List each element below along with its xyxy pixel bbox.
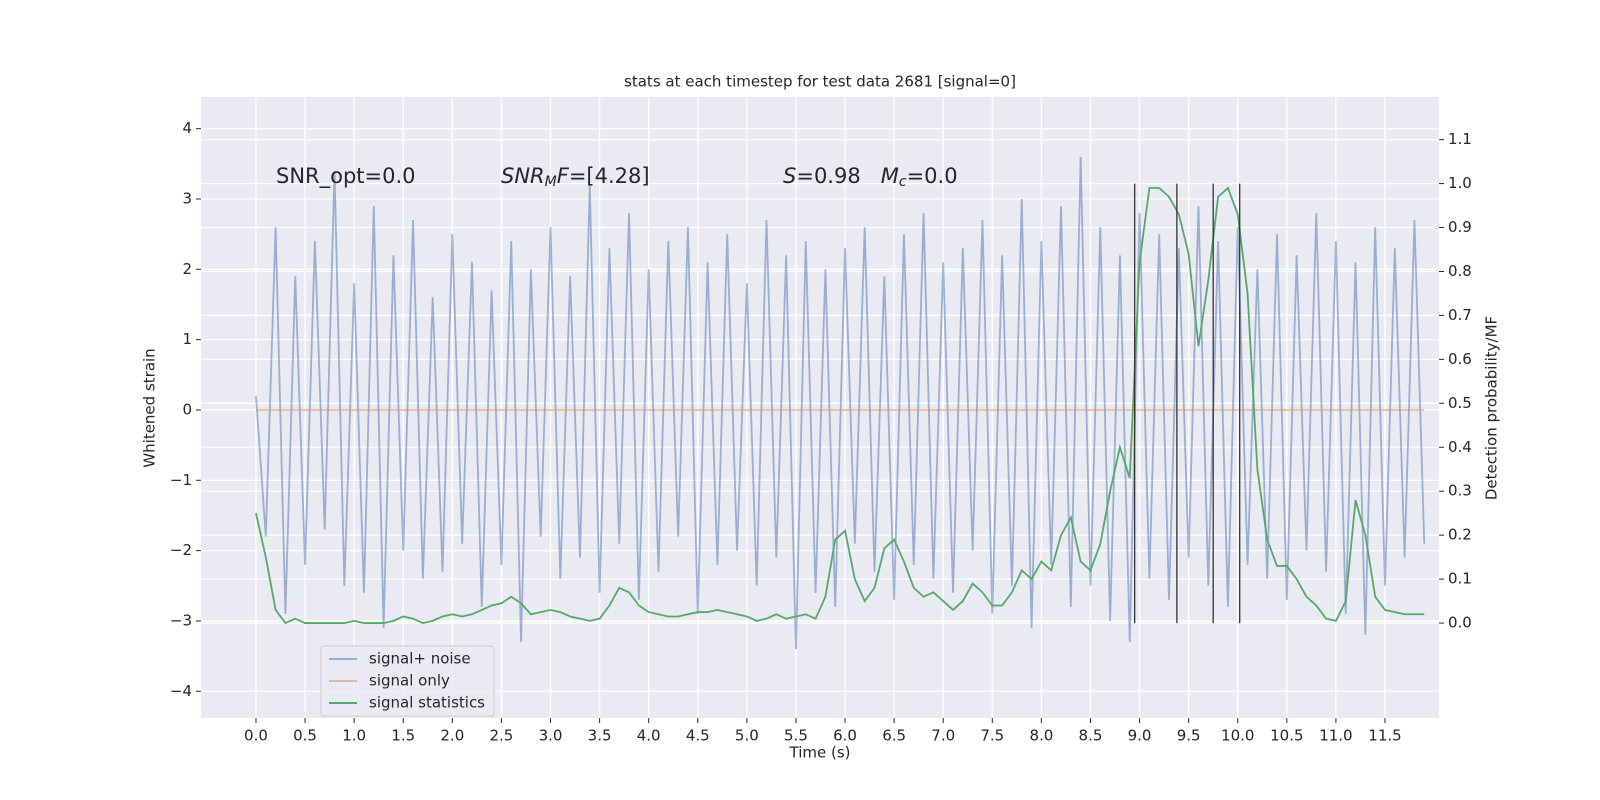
annotation-part: =0.98 xyxy=(796,164,880,188)
legend-box xyxy=(320,645,495,717)
annotation-part: S xyxy=(783,164,796,188)
y-tick-label: −4 xyxy=(170,682,192,700)
y-tick-label: −3 xyxy=(170,611,192,629)
x-tick-label: 1.0 xyxy=(342,727,366,745)
x-tick-label: 3.5 xyxy=(588,727,612,745)
x-tick-label: 2.5 xyxy=(489,727,513,745)
y2-tick-label: 1.1 xyxy=(1448,130,1472,148)
chart-title: stats at each timestep for test data 268… xyxy=(624,73,1016,91)
legend-label: signal only xyxy=(369,672,450,690)
y-tick-label: −1 xyxy=(170,471,192,489)
x-tick-label: 7.0 xyxy=(931,727,955,745)
y2-tick-label: 0.0 xyxy=(1448,614,1472,632)
y2-tick-label: 0.2 xyxy=(1448,526,1472,544)
y-tick-label: −2 xyxy=(170,541,192,559)
x-tick-label: 10.0 xyxy=(1221,727,1254,745)
grid xyxy=(201,97,1439,718)
y2-tick-label: 0.3 xyxy=(1448,482,1472,500)
x-tick-label: 0.0 xyxy=(244,727,268,745)
x-tick-label: 3.0 xyxy=(539,727,563,745)
annotation: SNR_opt=0.0 xyxy=(276,164,416,189)
series-line xyxy=(255,186,1425,625)
x-tick-label: 1.5 xyxy=(391,727,415,745)
y-tick-label: 2 xyxy=(182,260,192,278)
y2-tick-label: 0.1 xyxy=(1448,570,1472,588)
annotation-part: F xyxy=(557,164,570,188)
y-tick-label: 4 xyxy=(182,119,192,137)
x-tick-label: 11.5 xyxy=(1368,727,1401,745)
annotation-part: SNR_opt=0.0 xyxy=(276,164,416,189)
x-tick-label: 10.5 xyxy=(1270,727,1303,745)
x-tick-label: 11.0 xyxy=(1319,727,1352,745)
annotation-part: SNR xyxy=(501,164,545,188)
y2-axis-label: Detection probability/MF xyxy=(1483,316,1501,500)
y-axis-label: Whitened strain xyxy=(141,348,159,467)
annotation: SNRMF=[4.28] xyxy=(501,164,650,190)
y-tick-label: 1 xyxy=(182,330,192,348)
x-tick-label: 9.5 xyxy=(1177,727,1201,745)
annotation: S=0.98 Mc=0.0 xyxy=(783,164,958,190)
x-tick-label: 5.0 xyxy=(735,727,759,745)
legend-label: signal statistics xyxy=(369,694,485,712)
x-tick-label: 6.0 xyxy=(833,727,857,745)
series-line xyxy=(255,156,1426,650)
y2-tick-label: 0.7 xyxy=(1448,306,1472,324)
x-tick-label: 7.5 xyxy=(980,727,1004,745)
x-tick-label: 5.5 xyxy=(784,727,808,745)
x-axis-label: Time (s) xyxy=(789,744,851,762)
x-tick-label: 4.5 xyxy=(686,727,710,745)
annotation-part: c xyxy=(899,174,907,190)
annotation-part: =0.0 xyxy=(907,164,958,188)
x-tick-label: 2.0 xyxy=(440,727,464,745)
annotation-part: =[4.28] xyxy=(569,164,650,188)
x-tick-label: 0.5 xyxy=(293,727,317,745)
y2-tick-label: 0.6 xyxy=(1448,350,1472,368)
y-tick-label: 3 xyxy=(182,189,192,207)
y2-tick-label: 0.5 xyxy=(1448,394,1472,412)
y-tick-label: 0 xyxy=(182,400,192,418)
annotation-part: M xyxy=(545,174,557,190)
y2-tick-label: 0.9 xyxy=(1448,218,1472,236)
y2-tick-label: 0.8 xyxy=(1448,262,1472,280)
x-tick-label: 6.5 xyxy=(882,727,906,745)
legend-label: signal+ noise xyxy=(369,650,471,668)
annotation-part: M xyxy=(881,164,899,188)
x-tick-label: 8.5 xyxy=(1079,727,1103,745)
x-tick-label: 9.0 xyxy=(1128,727,1152,745)
x-tick-label: 4.0 xyxy=(637,727,661,745)
x-tick-label: 8.0 xyxy=(1029,727,1053,745)
y2-tick-label: 0.4 xyxy=(1448,438,1472,456)
y2-tick-label: 1.0 xyxy=(1448,174,1472,192)
